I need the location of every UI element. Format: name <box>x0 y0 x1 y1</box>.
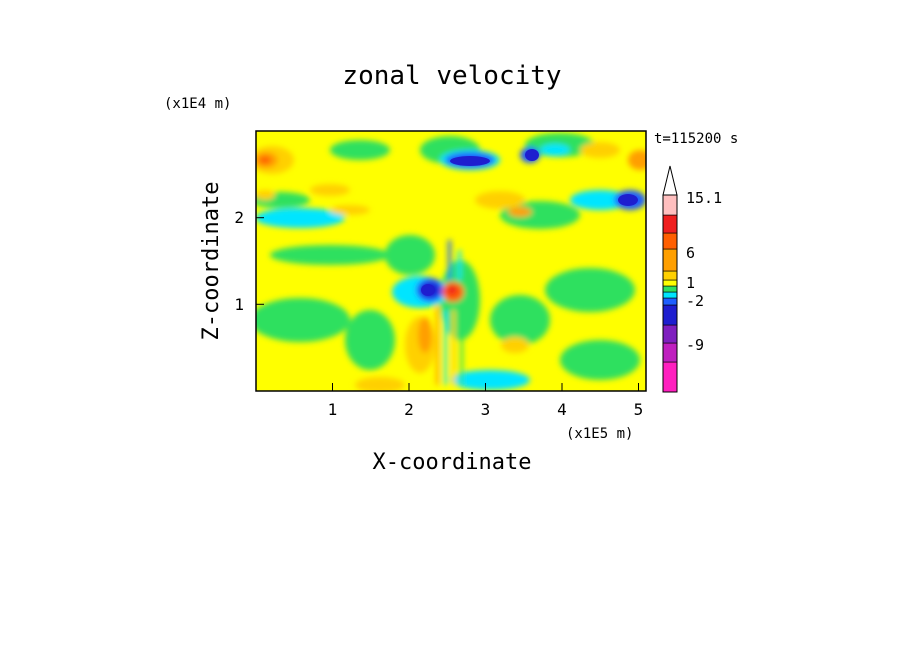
colorbar-swatch <box>662 248 678 272</box>
orange-region <box>355 377 405 391</box>
colorbar-swatch <box>662 361 678 393</box>
eastward-core-inner <box>447 285 457 295</box>
orange-region <box>310 184 350 196</box>
colorbar-swatch <box>662 324 678 344</box>
top-eastward-max <box>259 156 271 164</box>
orange-region <box>475 191 525 209</box>
x-tick-label: 3 <box>481 400 491 419</box>
time-label: t=115200 s <box>654 131 738 147</box>
wave-streak <box>448 240 451 280</box>
x-axis-label: X-coordinate <box>373 450 532 475</box>
green-region <box>256 298 350 342</box>
colorbar-swatch <box>662 342 678 363</box>
chart-title: zonal velocity <box>342 61 561 91</box>
orange-region <box>580 142 620 158</box>
colorbar-extend-arrow <box>662 165 678 196</box>
wave-streak <box>458 250 461 280</box>
orange-region <box>256 190 275 200</box>
colorbar-swatch <box>662 291 678 299</box>
green-region <box>490 295 550 345</box>
heatmap-field <box>256 131 646 391</box>
green-region <box>560 340 640 380</box>
wave-streak <box>452 310 455 385</box>
cyan-region <box>570 190 630 210</box>
green-region <box>385 235 435 275</box>
y-axis <box>256 217 264 305</box>
x-tick-label: 2 <box>404 400 414 419</box>
green-region <box>330 140 390 160</box>
dark-blue-band <box>450 156 490 166</box>
wave-streak <box>444 310 447 385</box>
x-tick-label: 1 <box>328 400 338 419</box>
colorbar-swatch <box>662 285 678 293</box>
colorbar-swatch <box>662 232 678 250</box>
cyan-region <box>540 144 570 156</box>
orange-region <box>628 150 646 170</box>
colorbar-swatch <box>662 304 678 326</box>
colorbar-swatch <box>662 297 678 306</box>
orange-region <box>330 205 370 215</box>
dark-blue-core <box>421 284 435 296</box>
y-axis-label: Z-coordinate <box>199 182 224 341</box>
green-region <box>345 310 395 370</box>
colorbar <box>662 194 678 393</box>
x-axis <box>332 383 639 391</box>
orange-region <box>501 337 529 353</box>
colorbar-label: 15.1 <box>686 189 722 207</box>
dark-blue-band <box>525 149 539 161</box>
cyan-region <box>256 208 345 228</box>
x-scale-note: (x1E5 m) <box>566 426 633 442</box>
cyan-region <box>450 370 530 390</box>
orange-region <box>508 207 532 217</box>
green-region <box>270 245 390 265</box>
y-tick-label: 1 <box>234 295 244 314</box>
green-region <box>545 268 635 312</box>
colorbar-swatch <box>662 214 678 234</box>
colorbar-label: 1 <box>686 274 695 292</box>
x-tick-label: 4 <box>557 400 567 419</box>
wave-streak <box>436 305 439 385</box>
x-tick-label: 5 <box>634 400 644 419</box>
y-scale-note: (x1E4 m) <box>164 96 231 112</box>
colorbar-label: -2 <box>686 292 704 310</box>
colorbar-label: 6 <box>686 244 695 262</box>
colorbar-label: -9 <box>686 336 704 354</box>
colorbar-swatch <box>662 270 678 281</box>
y-tick-label: 2 <box>234 208 244 227</box>
dark-blue-band <box>618 194 638 206</box>
colorbar-swatch <box>662 279 678 287</box>
orange-region <box>418 317 432 353</box>
colorbar-swatch <box>662 194 678 216</box>
wave-streak <box>460 305 463 385</box>
plot-frame <box>255 130 647 392</box>
